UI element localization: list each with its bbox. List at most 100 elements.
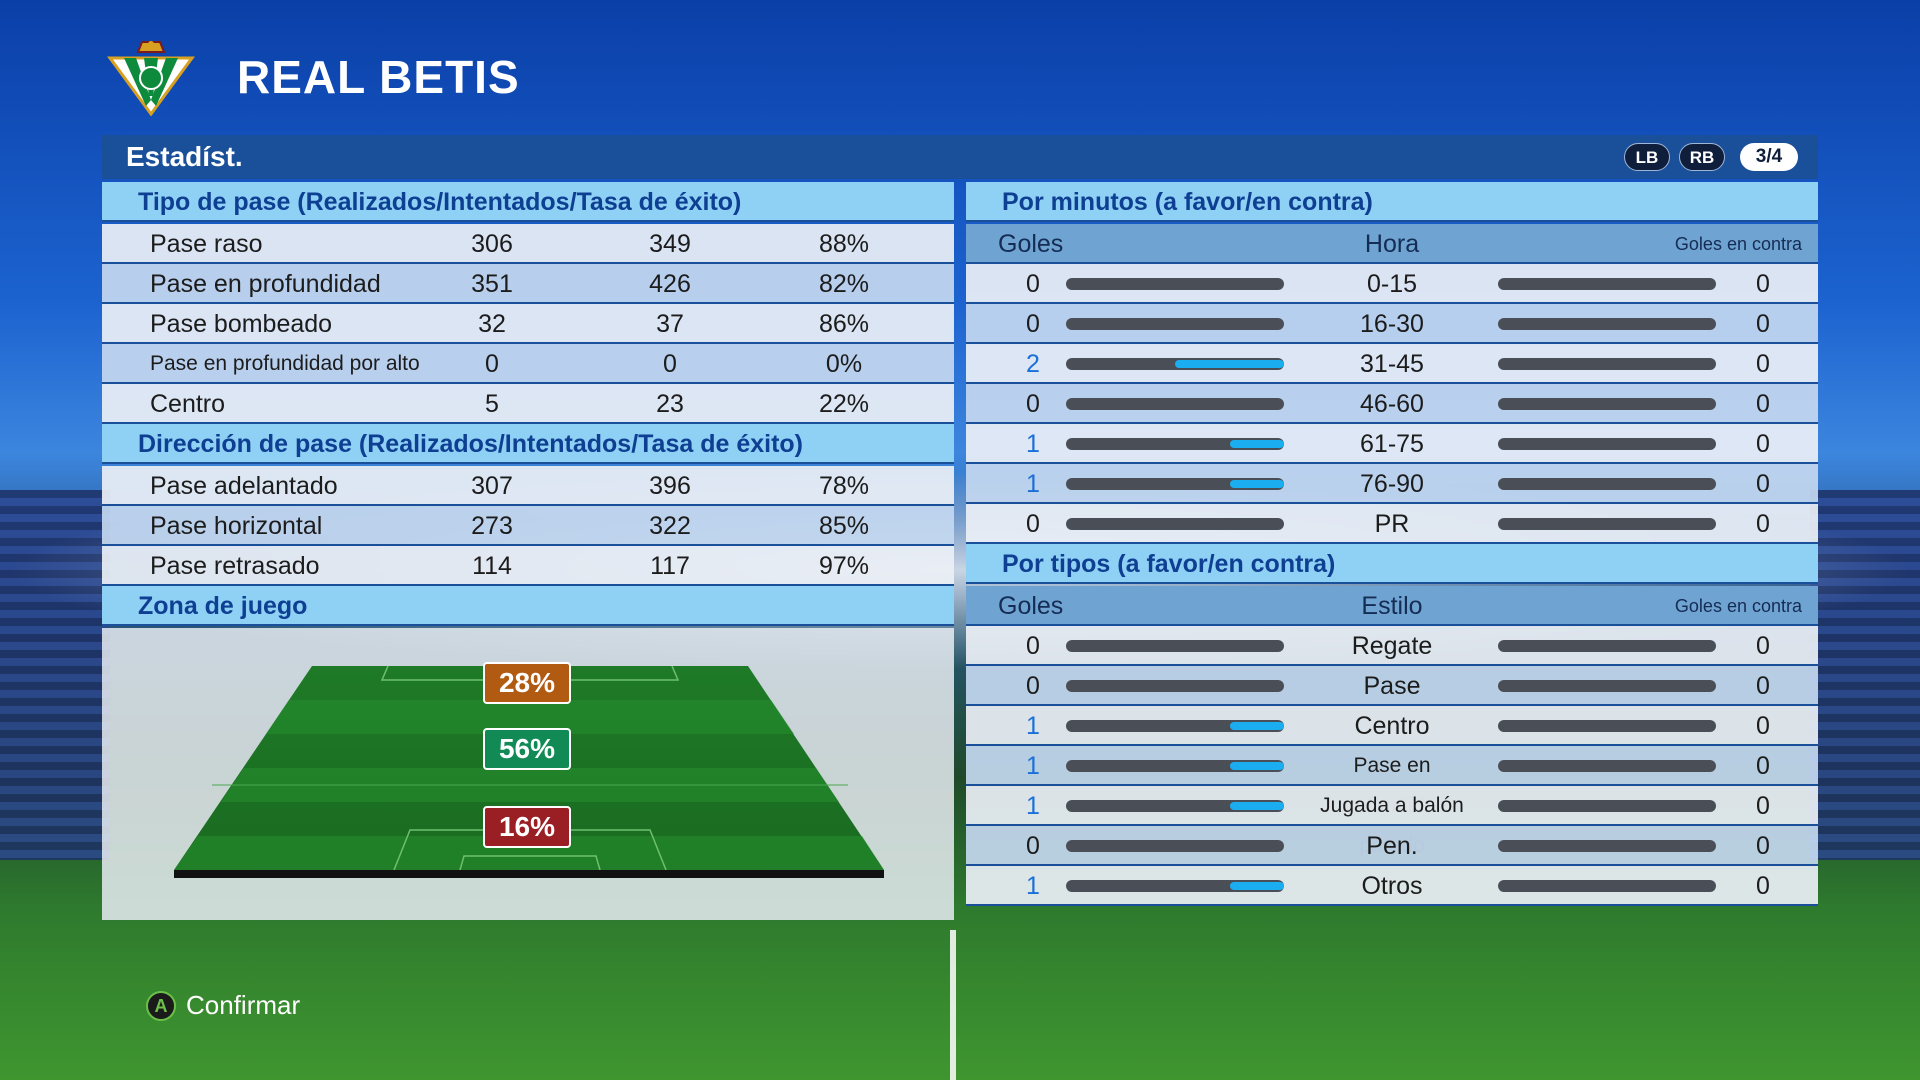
stat-rate: 88% xyxy=(818,230,870,258)
col-time: Hora xyxy=(1364,230,1420,258)
lb-button[interactable]: LB xyxy=(1624,143,1670,171)
goals-against-bar xyxy=(1498,518,1716,530)
goals-for-bar-fill xyxy=(1229,722,1284,730)
stat-label: Pase retrasado xyxy=(150,552,320,580)
goals-against-value: 0 xyxy=(1756,792,1770,820)
type-label: Pen. xyxy=(1366,832,1418,860)
goals-against-bar xyxy=(1498,680,1716,692)
stat-row: Pase bombeado 32 37 86% xyxy=(102,304,954,344)
col-goals-against: Goles en contra xyxy=(1674,234,1802,254)
confirm-action[interactable]: A Confirmar xyxy=(146,990,300,1021)
minute-label: 61-75 xyxy=(1360,430,1424,458)
goals-for-value: 1 xyxy=(1026,792,1040,820)
goals-for-value: 0 xyxy=(1026,510,1040,538)
type-label: Regate xyxy=(1351,632,1433,660)
goals-against-value: 0 xyxy=(1756,350,1770,378)
minute-row: 0 0-15 0 xyxy=(966,264,1818,304)
goals-for-bar-fill xyxy=(1175,360,1284,368)
goals-for-value: 0 xyxy=(1026,390,1040,418)
confirm-label: Confirmar xyxy=(186,990,301,1020)
type-label: Otros xyxy=(1361,872,1423,900)
goals-for-bar xyxy=(1066,398,1284,410)
goals-for-bar xyxy=(1066,478,1284,490)
type-row: 0 Regate 0 xyxy=(966,626,1818,666)
goals-against-bar xyxy=(1498,760,1716,772)
minute-row: 0 16-30 0 xyxy=(966,304,1818,344)
stat-row: Pase en profundidad por alto 0 0 0% xyxy=(102,344,954,384)
stat-made: 306 xyxy=(471,230,513,258)
zone-defense-badge: 16% xyxy=(483,806,571,848)
passing-panel: Tipo de pase (Realizados/Intentados/Tasa… xyxy=(102,182,954,920)
stat-attempted: 322 xyxy=(649,512,691,540)
goals-against-bar xyxy=(1498,358,1716,370)
goals-for-bar-fill xyxy=(1229,882,1284,890)
goals-against-value: 0 xyxy=(1756,310,1770,338)
play-zone-title: Zona de juego xyxy=(102,586,954,626)
goals-for-bar xyxy=(1066,720,1284,732)
stadium-stand-right xyxy=(1810,490,1920,860)
by-type-header: Goles Estilo Goles en contra xyxy=(966,586,1818,626)
stats-header-bar: Estadíst. LB RB 3/4 xyxy=(102,135,1818,179)
goals-for-bar xyxy=(1066,840,1284,852)
goals-for-bar xyxy=(1066,880,1284,892)
goals-against-bar xyxy=(1498,840,1716,852)
stat-label: Pase raso xyxy=(150,230,263,258)
minute-label: PR xyxy=(1374,510,1410,538)
goals-against-bar xyxy=(1498,278,1716,290)
col-goals-for: Goles xyxy=(998,592,1064,620)
minute-label: 76-90 xyxy=(1360,470,1424,498)
goals-against-value: 0 xyxy=(1756,832,1770,860)
stat-label: Pase en profundidad xyxy=(150,270,381,298)
stat-label: Pase bombeado xyxy=(150,310,333,338)
goals-against-value: 0 xyxy=(1756,872,1770,900)
goals-for-bar-fill xyxy=(1229,480,1284,488)
stat-made: 351 xyxy=(471,270,513,298)
goals-against-bar xyxy=(1498,640,1716,652)
goals-for-value: 2 xyxy=(1026,350,1040,378)
stat-rate: 78% xyxy=(818,472,870,500)
stat-made: 0 xyxy=(485,350,499,378)
goals-for-bar xyxy=(1066,760,1284,772)
minute-row: 1 76-90 0 xyxy=(966,464,1818,504)
stat-row: Pase raso 306 349 88% xyxy=(102,224,954,264)
type-row: 0 Pen. 0 xyxy=(966,826,1818,866)
minute-label: 16-30 xyxy=(1360,310,1424,338)
rb-button[interactable]: RB xyxy=(1679,143,1725,171)
goals-for-value: 1 xyxy=(1026,470,1040,498)
goals-against-value: 0 xyxy=(1756,752,1770,780)
goals-for-value: 1 xyxy=(1026,430,1040,458)
type-row: 1 Centro 0 xyxy=(966,706,1818,746)
goals-against-bar xyxy=(1498,478,1716,490)
goals-against-value: 0 xyxy=(1756,430,1770,458)
goals-panel: Por minutos (a favor/en contra) Goles Ho… xyxy=(966,182,1818,906)
type-row: 0 Pase 0 xyxy=(966,666,1818,706)
stat-row: Centro 5 23 22% xyxy=(102,384,954,424)
stat-rate: 85% xyxy=(818,512,870,540)
stat-rate: 97% xyxy=(818,552,870,580)
type-row: 1 Otros 0 xyxy=(966,866,1818,906)
goals-against-value: 0 xyxy=(1756,390,1770,418)
pass-direction-title: Dirección de pase (Realizados/Intentados… xyxy=(102,424,954,464)
goals-for-bar xyxy=(1066,438,1284,450)
stat-row: Pase adelantado 307 396 78% xyxy=(102,466,954,506)
stat-rate: 0% xyxy=(825,350,863,378)
goals-for-bar xyxy=(1066,680,1284,692)
goals-for-bar xyxy=(1066,800,1284,812)
stat-label: Pase adelantado xyxy=(150,472,338,500)
goals-against-bar xyxy=(1498,720,1716,732)
minute-label: 46-60 xyxy=(1360,390,1424,418)
stat-label: Pase en profundidad por alto xyxy=(150,352,420,375)
goals-against-value: 0 xyxy=(1756,510,1770,538)
a-button-icon: A xyxy=(146,990,176,1021)
stat-row: Pase retrasado 114 117 97% xyxy=(102,546,954,586)
club-crest-icon xyxy=(107,41,195,116)
pass-type-title: Tipo de pase (Realizados/Intentados/Tasa… xyxy=(102,182,954,222)
goals-for-bar xyxy=(1066,358,1284,370)
minute-row: 0 PR 0 xyxy=(966,504,1818,544)
goals-for-value: 0 xyxy=(1026,632,1040,660)
goals-against-value: 0 xyxy=(1756,470,1770,498)
goals-for-bar xyxy=(1066,518,1284,530)
goals-against-bar xyxy=(1498,438,1716,450)
goals-for-value: 1 xyxy=(1026,872,1040,900)
